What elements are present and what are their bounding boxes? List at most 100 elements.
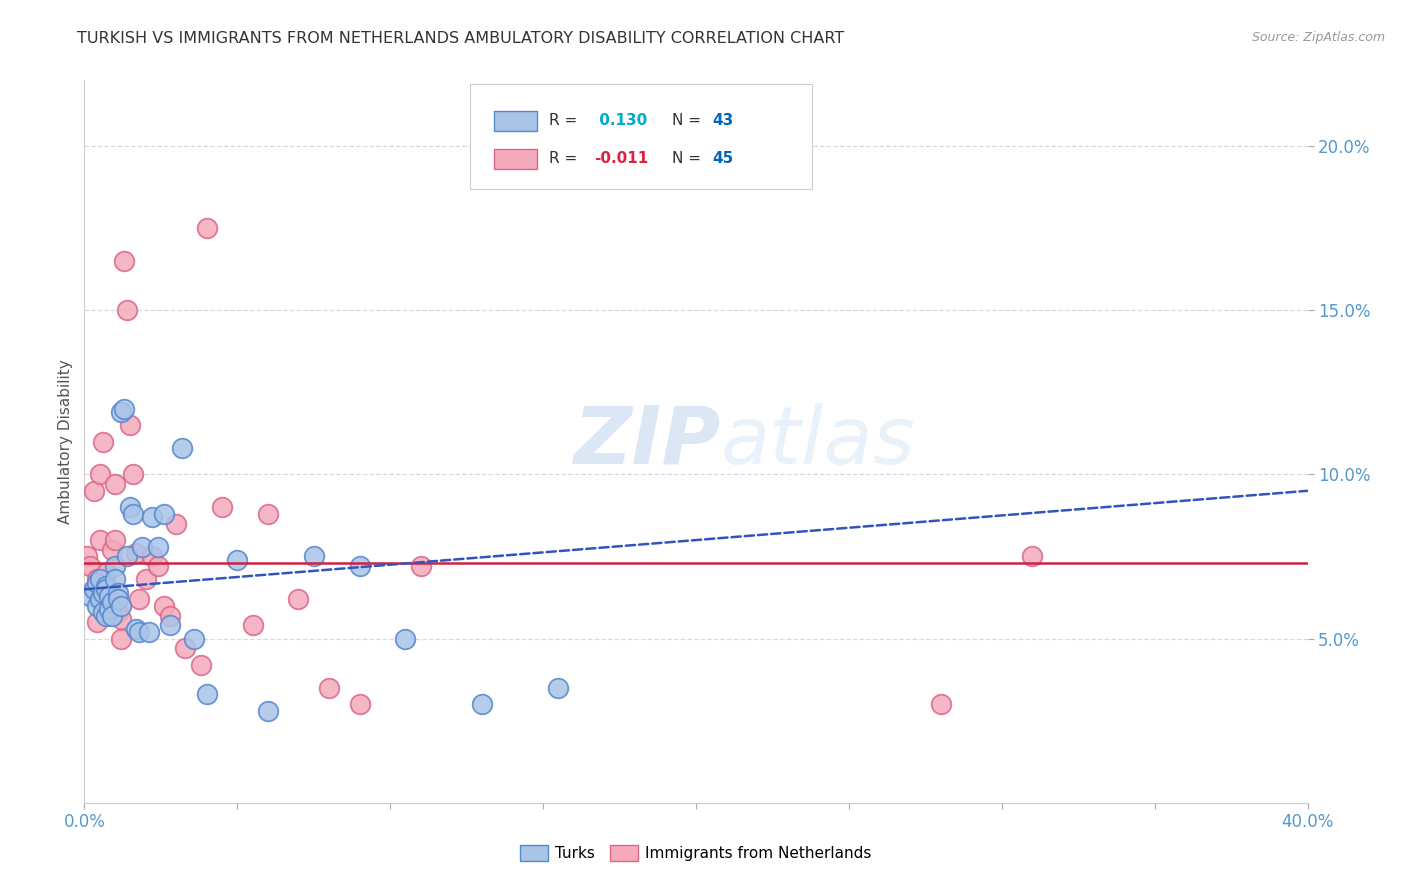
FancyBboxPatch shape [494, 149, 537, 169]
Point [94, 579, 117, 593]
Point [94, 566, 117, 580]
Point [97, 592, 120, 607]
Point [107, 592, 129, 607]
Point [101, 608, 124, 623]
Point [91, 582, 114, 597]
Point [159, 608, 181, 623]
Point [115, 549, 138, 564]
Point [112, 401, 135, 416]
Text: Source: ZipAtlas.com: Source: ZipAtlas.com [1251, 31, 1385, 45]
Point [128, 592, 150, 607]
Point [91, 585, 114, 599]
Text: 45: 45 [711, 151, 733, 166]
Point [471, 698, 494, 712]
Point [91, 434, 114, 449]
Text: TURKISH VS IMMIGRANTS FROM NETHERLANDS AMBULATORY DISABILITY CORRELATION CHART: TURKISH VS IMMIGRANTS FROM NETHERLANDS A… [77, 31, 845, 46]
Point [128, 625, 150, 640]
Text: atlas: atlas [720, 402, 915, 481]
Point [101, 542, 124, 557]
Point [94, 608, 117, 623]
Point [83, 483, 105, 498]
Point [91, 605, 114, 619]
Point [79, 589, 101, 603]
Point [146, 559, 169, 574]
Point [318, 681, 340, 695]
Point [110, 599, 132, 613]
Point [107, 592, 129, 607]
Text: -0.011: -0.011 [595, 151, 648, 166]
Point [153, 599, 176, 613]
Point [153, 507, 176, 521]
Point [409, 559, 432, 574]
Point [97, 602, 120, 616]
Point [83, 582, 105, 597]
Point [83, 582, 105, 597]
Point [195, 221, 218, 235]
Point [120, 418, 142, 433]
Point [146, 540, 169, 554]
Point [349, 559, 371, 574]
Point [226, 553, 249, 567]
Point [104, 477, 127, 491]
Point [94, 582, 117, 597]
Point [172, 441, 194, 455]
Point [394, 632, 416, 646]
FancyBboxPatch shape [470, 84, 813, 189]
Point [120, 500, 142, 515]
Point [86, 575, 108, 590]
Point [104, 559, 127, 574]
Point [159, 618, 181, 632]
Point [302, 549, 325, 564]
Point [211, 500, 233, 515]
Text: 43: 43 [711, 112, 733, 128]
Point [104, 533, 127, 547]
Point [135, 573, 157, 587]
Point [122, 467, 145, 482]
Point [115, 303, 138, 318]
Point [86, 615, 108, 630]
Point [110, 405, 132, 419]
Point [242, 618, 264, 632]
Point [195, 687, 218, 701]
Point [174, 641, 197, 656]
FancyBboxPatch shape [494, 111, 537, 131]
Text: ZIP: ZIP [574, 402, 720, 481]
Point [122, 507, 145, 521]
Point [125, 546, 148, 560]
Point [107, 585, 129, 599]
Point [1021, 549, 1043, 564]
Point [929, 698, 952, 712]
Point [190, 657, 212, 672]
Point [86, 573, 108, 587]
Point [112, 253, 135, 268]
Point [287, 592, 309, 607]
Point [86, 599, 108, 613]
Point [97, 589, 120, 603]
Point [349, 698, 371, 712]
Point [141, 510, 163, 524]
Point [107, 605, 129, 619]
Point [183, 632, 205, 646]
Text: R =: R = [550, 151, 582, 166]
Text: N =: N = [672, 112, 706, 128]
Point [141, 549, 163, 564]
Point [89, 467, 111, 482]
Y-axis label: Ambulatory Disability: Ambulatory Disability [58, 359, 73, 524]
Point [125, 622, 148, 636]
Legend: Turks, Immigrants from Netherlands: Turks, Immigrants from Netherlands [515, 839, 877, 867]
Point [104, 573, 127, 587]
Text: 0.130: 0.130 [595, 112, 648, 128]
Point [89, 592, 111, 607]
Point [138, 625, 160, 640]
Point [165, 516, 187, 531]
Point [110, 632, 132, 646]
Point [110, 612, 132, 626]
Point [89, 533, 111, 547]
Point [101, 595, 124, 609]
Point [547, 681, 569, 695]
Point [89, 573, 111, 587]
Text: N =: N = [672, 151, 706, 166]
Text: R =: R = [550, 112, 582, 128]
Point [97, 605, 120, 619]
Point [257, 704, 280, 718]
